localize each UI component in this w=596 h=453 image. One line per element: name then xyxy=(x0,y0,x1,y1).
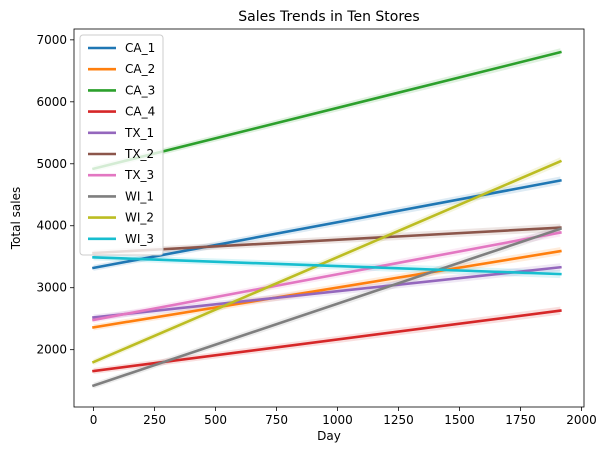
series-line-tx-2 xyxy=(92,226,562,255)
legend-label: CA_1 xyxy=(125,41,155,55)
x-axis-ticks: 0 250 500 750 1000 1250 1500 1750 2000 xyxy=(90,407,596,427)
series-lines xyxy=(91,50,563,388)
y-tick-label: 6000 xyxy=(36,95,67,109)
legend: CA_1 CA_2 CA_3 CA_4 TX_1 TX_2 TX_3 WI_1 WI_2 WI_3 xyxy=(79,34,164,256)
y-tick-label: 2000 xyxy=(36,343,67,357)
y-tick-label: 4000 xyxy=(36,219,67,233)
x-tick-label: 1500 xyxy=(444,413,475,427)
legend-label: CA_3 xyxy=(125,83,155,97)
y-axis-ticks: 2000 3000 4000 5000 6000 7000 xyxy=(36,33,74,357)
legend-label: CA_4 xyxy=(125,105,155,119)
y-tick-label: 5000 xyxy=(36,157,67,171)
legend-label: CA_2 xyxy=(125,62,155,76)
plot-frame xyxy=(73,28,585,408)
legend-label: TX_1 xyxy=(124,126,154,140)
series-line-ca-4 xyxy=(92,309,562,373)
y-axis-title: Total sales xyxy=(9,187,23,250)
legend-label: TX_3 xyxy=(124,168,154,182)
series-line-wi-2 xyxy=(91,159,563,364)
y-tick-label: 7000 xyxy=(36,33,67,47)
chart-title: Sales Trends in Ten Stores xyxy=(238,9,419,25)
x-tick-label: 2000 xyxy=(566,413,596,427)
series-line-ca-3 xyxy=(91,50,562,171)
series-line-wi-1 xyxy=(91,227,562,388)
x-tick-label: 0 xyxy=(90,413,98,427)
series-line-ca-2 xyxy=(92,249,562,329)
x-tick-label: 1750 xyxy=(505,413,536,427)
series-line-tx-1 xyxy=(92,265,562,319)
confidence-bands xyxy=(93,48,561,389)
legend-label: WI_2 xyxy=(125,211,154,225)
x-tick-label: 750 xyxy=(265,413,288,427)
series-line-wi-3 xyxy=(92,256,562,276)
x-tick-label: 1250 xyxy=(383,413,414,427)
x-axis-title: Day xyxy=(317,429,341,443)
x-tick-label: 1000 xyxy=(322,413,353,427)
legend-label: WI_3 xyxy=(125,232,154,246)
x-tick-label: 250 xyxy=(143,413,166,427)
x-tick-label: 500 xyxy=(204,413,227,427)
legend-label: WI_1 xyxy=(125,189,154,203)
legend-label: TX_2 xyxy=(124,147,154,161)
y-tick-label: 3000 xyxy=(36,281,67,295)
series-line-tx-3 xyxy=(92,231,562,322)
